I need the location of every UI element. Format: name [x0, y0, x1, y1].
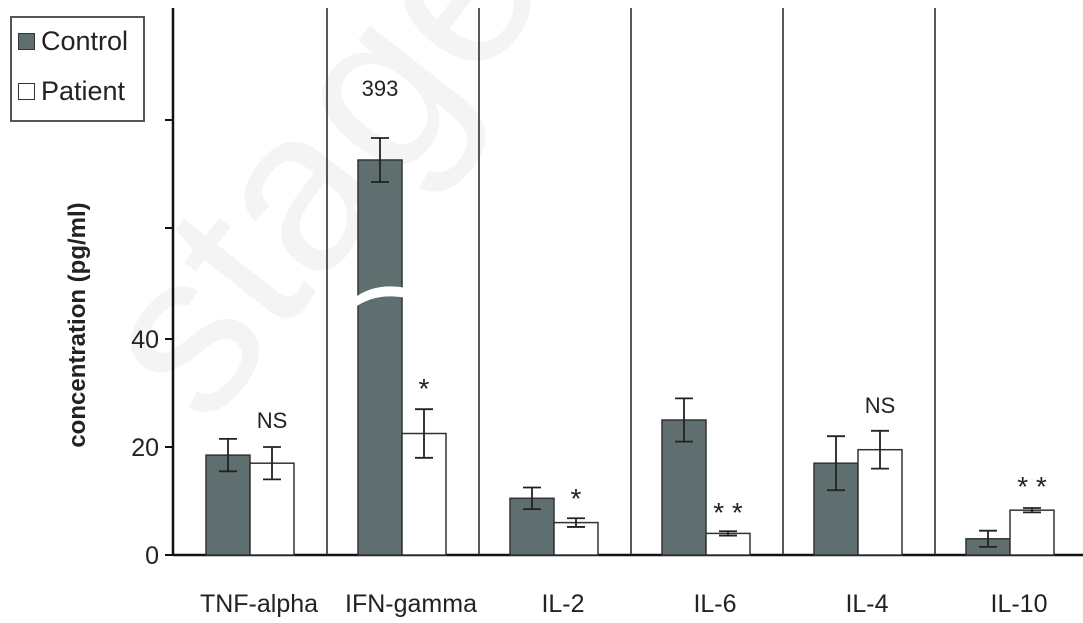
annotation-value: 393: [362, 76, 399, 101]
bar-control: [357, 159, 403, 556]
control-swatch: [18, 33, 35, 50]
bar-patient: [553, 521, 599, 556]
x-tick-label: IL-6: [693, 590, 736, 618]
x-tick-label: IL-2: [541, 590, 584, 618]
bar-patient: [857, 448, 903, 556]
legend-label-patient: Patient: [41, 76, 126, 106]
x-tick-label: IFN-gamma: [345, 590, 477, 618]
legend-label-control: Control: [41, 26, 129, 56]
x-tick-label: IL-10: [991, 590, 1048, 618]
annotation-double-asterisk: * *: [713, 497, 743, 528]
y-axis-label: concentration (pg/ml): [64, 202, 91, 448]
x-tick-label: IL-4: [845, 590, 888, 618]
bar-patient: [705, 532, 751, 556]
y-tick-label: 0: [145, 542, 159, 570]
axis-break: [354, 286, 406, 308]
legend-item-control: Control: [18, 26, 128, 57]
legend-item-patient: Patient: [18, 76, 125, 107]
bar-patient: [1009, 509, 1055, 556]
annotation-ns: NS: [865, 393, 896, 418]
annotation-ns: NS: [257, 408, 288, 433]
legend: Control Patient: [10, 16, 145, 122]
y-tick-label: 40: [131, 326, 159, 354]
annotation-asterisk: *: [571, 483, 582, 514]
patient-swatch: [18, 83, 35, 100]
y-tick-label: 20: [131, 434, 159, 462]
annotation-asterisk: *: [419, 373, 430, 404]
x-tick-label: TNF-alpha: [200, 590, 318, 618]
annotation-double-asterisk: * *: [1017, 471, 1047, 502]
